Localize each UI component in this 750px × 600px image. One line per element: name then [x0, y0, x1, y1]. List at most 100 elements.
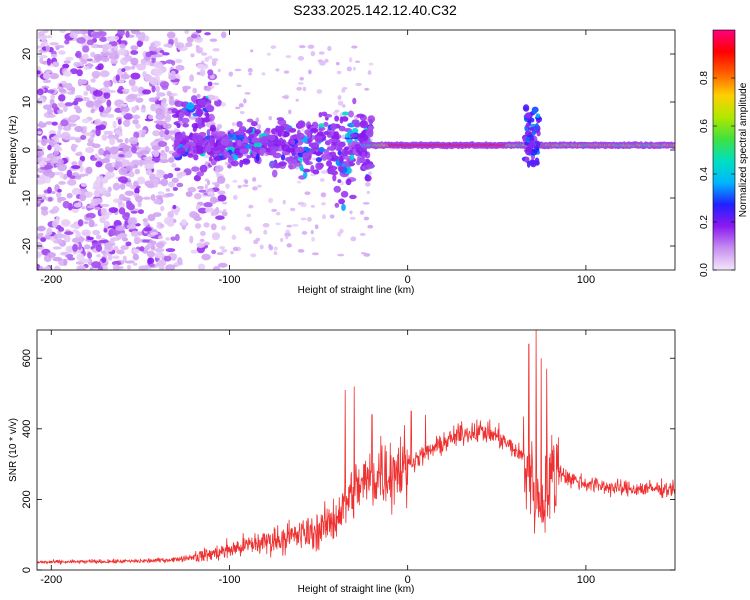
- colorbar-tick-label: 0.4: [699, 167, 710, 181]
- spectrogram-signal-cell: [347, 110, 354, 118]
- spectrogram-noise-cell: [95, 161, 103, 168]
- spectrogram-noise-cell: [77, 201, 82, 208]
- spectrogram-noise-cell: [108, 207, 119, 213]
- spectrogram-noise-cell: [80, 30, 88, 35]
- spectrogram-noise-cell: [118, 207, 126, 215]
- spectrogram-noise-cell: [167, 172, 174, 179]
- spectrogram-signal-cell: [288, 128, 297, 133]
- spectrogram-noise-cell: [154, 247, 165, 253]
- spectrogram-signal-cell: [344, 160, 349, 168]
- spectrogram-noise-cell: [291, 223, 299, 227]
- spectrogram-noise-cell: [152, 130, 161, 137]
- spectrogram-noise-cell: [51, 103, 58, 110]
- spectrogram-noise-cell: [252, 186, 258, 191]
- spectrogram-noise-cell: [156, 92, 166, 97]
- spectrogram-signal-cell: [365, 163, 375, 169]
- spectrogram-noise-cell: [242, 184, 249, 188]
- spectrogram-disturbance-cell: [524, 112, 532, 119]
- spectrogram-noise-cell: [101, 134, 108, 141]
- spectrogram-noise-cell: [167, 181, 176, 188]
- spectrogram-noise-cell: [112, 264, 120, 270]
- colorbar-tick-label: 0.0: [699, 263, 710, 277]
- spectrogram-y-axis-label: Frequency (Hz): [8, 116, 19, 185]
- spectrogram-noise-cell: [220, 225, 227, 231]
- spectrogram-noise-cell: [150, 244, 156, 251]
- spectrogram-noise-cell: [310, 230, 314, 235]
- spectrogram-signal-cell: [337, 150, 343, 156]
- spectrogram-noise-cell: [152, 178, 158, 184]
- spectrogram-noise-cell: [153, 54, 164, 58]
- spectrogram-noise-cell: [118, 193, 126, 201]
- spectrogram-signal-cell: [358, 132, 366, 138]
- spectrogram-noise-cell: [46, 227, 53, 236]
- spectrogram-noise-cell: [349, 216, 356, 220]
- spectrogram-noise-cell: [221, 211, 228, 217]
- spectrogram-noise-cell: [163, 43, 173, 48]
- spectrogram-noise-cell: [214, 165, 224, 173]
- spectrogram-noise-cell: [94, 206, 101, 211]
- spectrogram-noise-cell: [47, 108, 54, 116]
- spectrogram-noise-cell: [44, 176, 51, 184]
- spectrogram-noise-cell: [273, 246, 278, 251]
- spectrogram-signal-cell: [302, 171, 308, 179]
- spectrogram-noise-cell: [73, 61, 81, 67]
- spectrogram-signal-cell: [259, 137, 269, 144]
- spectrogram-noise-cell: [90, 78, 96, 83]
- spectrogram-noise-cell: [112, 182, 121, 191]
- spectrogram-noise-cell: [157, 235, 163, 240]
- spectrogram-noise-cell: [118, 48, 128, 56]
- spectrogram-noise-cell: [217, 68, 221, 73]
- spectrogram-noise-cell: [203, 222, 210, 228]
- spectrogram-noise-cell: [137, 176, 146, 185]
- spectrogram-noise-cell: [83, 90, 89, 96]
- spectrogram-noise-cell: [368, 62, 374, 66]
- spectrogram-noise-cell: [252, 177, 257, 182]
- spectrogram-signal-cell: [357, 158, 367, 163]
- spectrogram-noise-cell: [300, 217, 307, 221]
- spectrogram-y-tick-label: 20: [21, 48, 33, 60]
- spectrogram-noise-cell: [297, 201, 305, 206]
- spectrogram-noise-cell: [125, 30, 130, 38]
- spectrogram-noise-cell: [87, 236, 94, 241]
- spectrogram-noise-cell: [130, 57, 139, 66]
- spectrogram-y-tick-label: -20: [21, 238, 33, 254]
- spectrogram-noise-cell: [167, 157, 175, 163]
- spectrogram-signal-cell: [260, 151, 265, 157]
- spectrogram-signal-cell: [346, 138, 353, 144]
- spectrogram-signal-cell: [334, 115, 340, 122]
- spectrogram-noise-cell: [157, 191, 165, 195]
- spectrogram-noise-cell: [132, 119, 139, 125]
- spectrogram-noise-cell: [75, 50, 82, 59]
- spectrogram-noise-cell: [160, 205, 165, 212]
- spectrogram-noise-cell: [193, 193, 202, 200]
- spectrogram-noise-cell: [42, 72, 51, 80]
- spectrogram-noise-cell: [147, 114, 154, 120]
- spectrogram-noise-cell: [57, 158, 64, 166]
- spectrogram-noise-cell: [37, 245, 44, 250]
- spectrogram-signal-cell: [337, 165, 344, 173]
- spectrogram-noise-cell: [107, 166, 115, 173]
- spectrogram-noise-cell: [104, 211, 113, 216]
- spectrogram-noise-cell: [337, 231, 342, 237]
- spectrogram-noise-cell: [107, 254, 113, 261]
- spectrogram-noise-cell: [126, 202, 134, 210]
- spectrogram-noise-cell: [75, 231, 81, 238]
- spectrogram-noise-cell: [283, 70, 290, 74]
- spectrogram-noise-cell: [49, 72, 60, 80]
- spectrogram-signal-cell: [308, 142, 316, 148]
- spectrogram-noise-cell: [174, 167, 181, 172]
- spectrogram-noise-cell: [132, 262, 138, 266]
- spectrogram-signal-cell: [251, 137, 259, 142]
- spectrogram-noise-cell: [63, 70, 72, 77]
- spectrogram-noise-cell: [298, 45, 306, 49]
- spectrogram-noise-cell: [100, 203, 110, 208]
- spectrogram-noise-cell: [123, 113, 134, 120]
- snr-x-tick-label: 0: [405, 574, 411, 586]
- spectrogram-noise-cell: [285, 235, 289, 240]
- spectrogram-noise-cell: [234, 106, 241, 110]
- spectrogram-noise-cell: [82, 53, 89, 60]
- spectrogram-noise-cell: [257, 124, 262, 130]
- spectrogram-noise-cell: [46, 58, 52, 66]
- spectrogram-noise-cell: [37, 70, 41, 75]
- spectrogram-noise-cell: [110, 58, 118, 65]
